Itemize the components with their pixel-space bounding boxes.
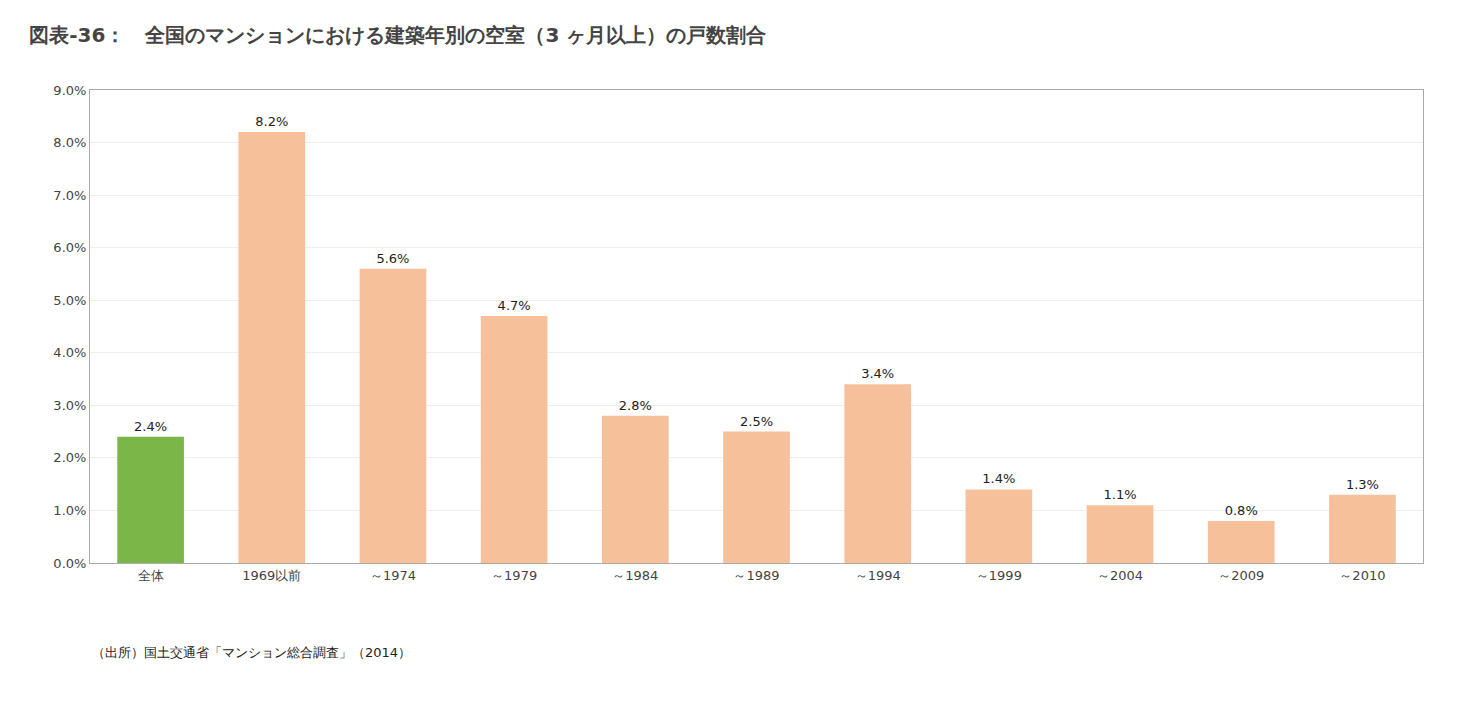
svg-text:3.4%: 3.4% bbox=[861, 366, 894, 381]
svg-text:1.4%: 1.4% bbox=[982, 471, 1015, 486]
svg-text:0.8%: 0.8% bbox=[1225, 503, 1258, 518]
svg-text:1.3%: 1.3% bbox=[1346, 477, 1379, 492]
svg-text:5.0%: 5.0% bbox=[53, 293, 86, 308]
svg-text:0.0%: 0.0% bbox=[53, 556, 86, 571]
svg-text:（出所）国土交通省「マンション総合調査」（2014）: （出所）国土交通省「マンション総合調査」（2014） bbox=[92, 645, 411, 660]
svg-text:～1974: ～1974 bbox=[370, 568, 416, 583]
svg-text:～2004: ～2004 bbox=[1097, 568, 1143, 583]
svg-text:8.0%: 8.0% bbox=[53, 135, 86, 150]
svg-text:全体: 全体 bbox=[138, 568, 164, 583]
svg-text:1.0%: 1.0% bbox=[53, 503, 86, 518]
svg-text:1.1%: 1.1% bbox=[1104, 487, 1137, 502]
svg-text:1969以前: 1969以前 bbox=[242, 568, 301, 583]
svg-text:～1999: ～1999 bbox=[976, 568, 1022, 583]
svg-text:～2009: ～2009 bbox=[1218, 568, 1264, 583]
svg-text:～1979: ～1979 bbox=[491, 568, 537, 583]
svg-text:～1984: ～1984 bbox=[612, 568, 658, 583]
svg-text:2.8%: 2.8% bbox=[619, 398, 652, 413]
svg-text:2.5%: 2.5% bbox=[740, 414, 773, 429]
svg-text:図表-36： 全国のマンションにおける建築年別の空室（3 ヶ: 図表-36： 全国のマンションにおける建築年別の空室（3 ヶ月以上）の戸数割合 bbox=[29, 23, 766, 47]
svg-text:2.0%: 2.0% bbox=[53, 450, 86, 465]
svg-text:4.0%: 4.0% bbox=[53, 345, 86, 360]
svg-text:6.0%: 6.0% bbox=[53, 240, 86, 255]
svg-text:5.6%: 5.6% bbox=[376, 251, 409, 266]
svg-text:3.0%: 3.0% bbox=[53, 398, 86, 413]
svg-text:～1989: ～1989 bbox=[733, 568, 779, 583]
svg-text:4.7%: 4.7% bbox=[498, 298, 531, 313]
svg-text:2.4%: 2.4% bbox=[134, 419, 167, 434]
svg-text:9.0%: 9.0% bbox=[53, 83, 86, 98]
svg-text:～2010: ～2010 bbox=[1339, 568, 1385, 583]
svg-text:8.2%: 8.2% bbox=[255, 114, 288, 129]
svg-text:7.0%: 7.0% bbox=[53, 188, 86, 203]
svg-text:～1994: ～1994 bbox=[855, 568, 901, 583]
